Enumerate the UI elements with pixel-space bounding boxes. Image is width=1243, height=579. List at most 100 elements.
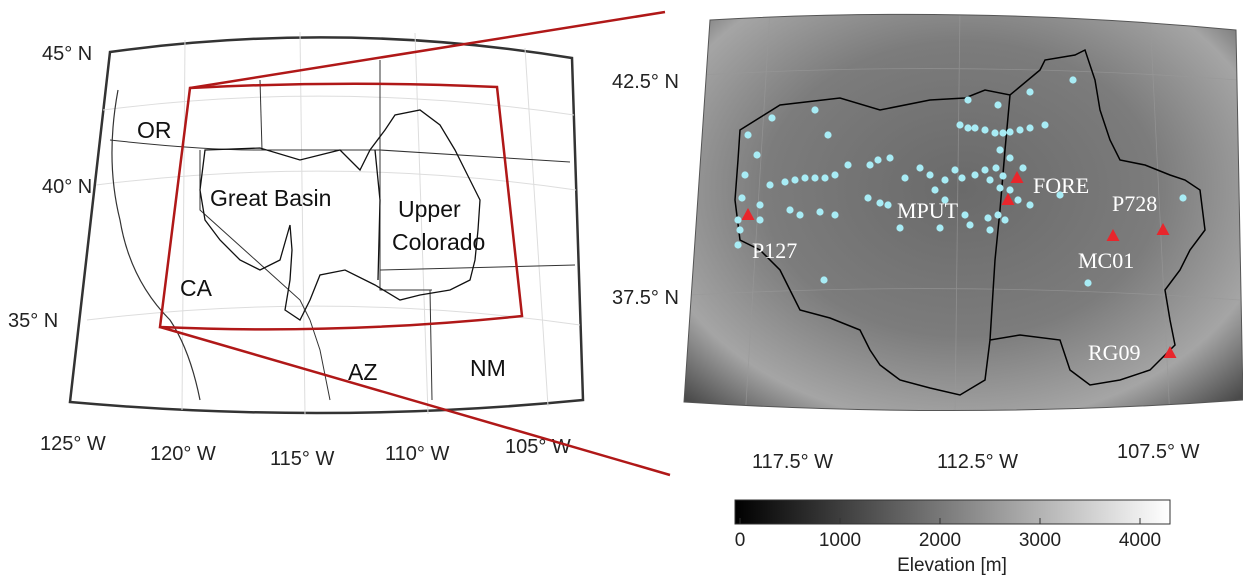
station-dot [1069,76,1076,83]
station-label: P127 [752,238,797,263]
colorbar-tick-label: 2000 [919,530,961,551]
lon-label: 112.5° W [937,451,1018,473]
station-label: MC01 [1078,248,1134,273]
station-dot [744,131,751,138]
station-dot [1041,121,1048,128]
state-label: AZ [348,359,377,385]
station-dot [781,178,788,185]
station-dot [971,124,978,131]
station-dot [964,96,971,103]
station-dot [1006,186,1013,193]
station-dot [766,181,773,188]
lon-label: 107.5° W [1117,441,1200,463]
state-label: CA [180,275,213,301]
station-dot [884,201,891,208]
station-dot [756,216,763,223]
station-dot [1006,128,1013,135]
station-dot [1006,154,1013,161]
station-dot [866,161,873,168]
page: {"left_map": {"lat_labels": ["45° N", "4… [0,0,1243,579]
lon-label: 120° W [150,443,216,465]
state-label: NM [470,355,506,381]
station-dot [1084,279,1091,286]
station-dot [816,208,823,215]
station-dot [791,176,798,183]
station-dot [931,186,938,193]
station-dot [831,211,838,218]
figure: 45° N 40° N 35° N 125° W 120° W 115° W 1… [0,0,1243,579]
station-label: MPUT [897,198,959,223]
station-dot [876,199,883,206]
station-dot [831,171,838,178]
lon-label: 105° W [505,436,571,458]
lon-label: 110° W [385,443,449,465]
station-dot [999,129,1006,136]
station-dot [901,174,908,181]
station-dot [966,221,973,228]
station-dot [996,184,1003,191]
lat-label: 42.5° N [612,71,679,93]
basin-label: Upper [398,196,461,222]
station-dot [971,171,978,178]
station-dot [874,156,881,163]
station-dot [796,211,803,218]
colorbar-ramp [735,500,1170,524]
station-dot [736,226,743,233]
station-dot [926,171,933,178]
station-dot [1179,194,1186,201]
colorbar-tick-label: 4000 [1119,530,1161,551]
colorbar-tick-label: 1000 [819,530,861,551]
lon-label: 125° W [40,433,106,455]
station-dot [996,146,1003,153]
station-dot [886,154,893,161]
station-dot [734,216,741,223]
station-label: FORE [1033,173,1089,198]
station-dot [768,114,775,121]
lat-label: 40° N [42,176,92,198]
station-dot [756,201,763,208]
station-label: P728 [1112,191,1157,216]
station-dot [734,241,741,248]
station-dot [936,224,943,231]
station-dot [801,174,808,181]
station-dot [753,151,760,158]
colorbar-tick-label: 0 [735,530,746,551]
lon-label: 115° W [270,448,334,470]
basin-label: Colorado [392,229,485,255]
station-dot [741,171,748,178]
station-dot [821,174,828,181]
station-label: RG09 [1088,340,1141,365]
station-dot [981,166,988,173]
station-dot [941,176,948,183]
station-dot [738,194,745,201]
elevation-raster [680,0,1243,420]
station-dot [999,172,1006,179]
colorbar-tick-label: 3000 [1019,530,1061,551]
right-map: P127 MPUT FORE P728 MC01 RG09 42.5° N 37… [612,0,1243,473]
station-dot [1026,201,1033,208]
station-dot [986,226,993,233]
station-dot [1016,126,1023,133]
station-dot [896,224,903,231]
station-dot [811,174,818,181]
station-dot [994,211,1001,218]
lat-label: 45° N [42,43,92,65]
station-dot [984,214,991,221]
left-map: 45° N 40° N 35° N 125° W 120° W 115° W 1… [8,32,583,470]
lat-label: 37.5° N [612,287,679,309]
station-dot [964,124,971,131]
state-label: OR [137,117,172,143]
station-dot [1026,88,1033,95]
station-dot [981,126,988,133]
station-dot [1014,196,1021,203]
station-dot [986,176,993,183]
station-dot [864,194,871,201]
station-dot [961,211,968,218]
lat-label: 35° N [8,310,58,332]
station-dot [951,166,958,173]
station-dot [811,106,818,113]
station-dot [1019,164,1026,171]
lon-label: 117.5° W [752,451,833,473]
station-dot [1026,124,1033,131]
